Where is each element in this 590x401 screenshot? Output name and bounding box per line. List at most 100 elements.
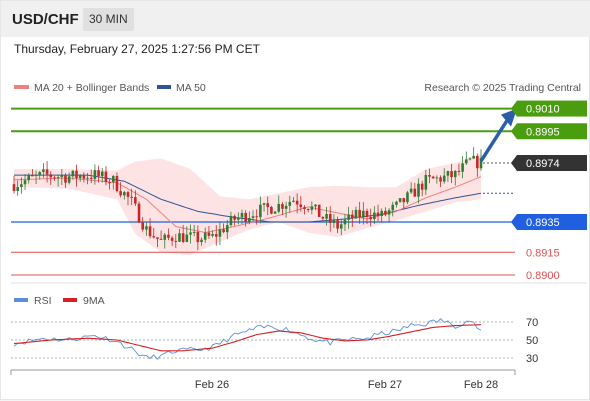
candle — [336, 220, 339, 229]
candle — [214, 234, 218, 237]
candle — [476, 155, 479, 169]
candle — [16, 186, 19, 191]
candle — [229, 215, 233, 226]
candle — [468, 158, 472, 160]
legend-swatch-ma20 — [14, 85, 29, 89]
candle — [262, 203, 266, 205]
candle — [450, 171, 453, 178]
candle — [97, 170, 100, 177]
candle — [343, 219, 347, 225]
candle — [251, 216, 255, 218]
candle — [380, 210, 384, 216]
level-value-label: 0.9010 — [526, 104, 560, 116]
ma20-line — [13, 176, 482, 234]
candle — [93, 170, 97, 179]
candle — [42, 169, 45, 173]
candle — [266, 203, 270, 208]
candle — [384, 210, 387, 215]
candle — [67, 176, 71, 183]
candle — [248, 217, 251, 222]
candle — [255, 216, 258, 218]
timeframe-button[interactable]: 30 MIN — [83, 8, 134, 31]
candle — [189, 232, 192, 235]
legend-swatch-ma50 — [157, 85, 171, 89]
candle — [71, 170, 75, 177]
candle — [218, 229, 222, 237]
candle — [20, 184, 23, 187]
candle — [273, 211, 277, 214]
candle — [420, 183, 424, 190]
candle — [347, 214, 350, 220]
bollinger-band-fill — [14, 153, 481, 256]
candle — [310, 206, 314, 210]
candle — [402, 198, 406, 203]
rsi-ma-line — [13, 324, 482, 352]
level-tag-pointer — [511, 214, 517, 231]
rsi-legend: RSI 9MA — [14, 295, 105, 307]
level-tag-pointer — [511, 123, 517, 140]
candle — [398, 198, 402, 202]
candle — [417, 183, 420, 197]
legend-rsi-label: RSI — [34, 295, 52, 307]
candle — [244, 212, 247, 222]
candle — [167, 234, 170, 238]
candle — [365, 210, 369, 217]
candle — [34, 174, 38, 176]
level-value-label: 0.8974 — [526, 158, 560, 170]
candle — [174, 240, 178, 242]
candle — [435, 177, 439, 179]
candle — [156, 237, 159, 239]
candle — [192, 231, 196, 233]
candle — [387, 210, 391, 215]
candle — [207, 232, 211, 236]
arrow-head-icon — [501, 108, 517, 127]
candle — [134, 197, 137, 204]
candle — [31, 175, 34, 177]
candle — [299, 204, 303, 208]
chart-header: USD/CHF 30 MIN — [1, 1, 590, 37]
candle — [119, 191, 122, 196]
candle — [75, 170, 78, 179]
candle — [362, 210, 365, 218]
candle — [413, 188, 417, 197]
level-tag-pivot — [517, 214, 587, 231]
candle — [123, 192, 126, 196]
candle — [170, 237, 174, 241]
level-tag-pointer — [511, 100, 517, 117]
candle — [358, 209, 361, 218]
candle — [237, 217, 240, 220]
candle — [163, 234, 167, 240]
level-value-label: 0.8900 — [526, 270, 560, 282]
candle — [288, 201, 292, 206]
level-value-label: 0.8995 — [526, 126, 560, 138]
main-legend: MA 20 + Bollinger Bands MA 50 Research ©… — [14, 82, 581, 94]
candle — [145, 226, 148, 230]
rsi-tick-label: 50 — [526, 335, 538, 347]
candle — [86, 177, 89, 179]
level-tag-pointer — [511, 155, 517, 172]
legend-swatch-rsi — [14, 298, 28, 302]
candle — [281, 203, 284, 209]
candle — [49, 174, 53, 178]
candle — [178, 233, 181, 242]
level-value-label: 0.8915 — [526, 247, 560, 259]
candle — [45, 169, 49, 175]
candle — [27, 175, 31, 181]
candle — [373, 212, 376, 220]
level-tag-resistance-target — [517, 100, 587, 117]
candle — [78, 175, 82, 179]
x-tick-label: Feb 28 — [464, 379, 498, 391]
candle — [185, 234, 189, 242]
projection-arrow — [479, 119, 509, 162]
candle — [376, 212, 380, 216]
candle — [339, 224, 343, 229]
candle — [369, 216, 372, 220]
candle — [259, 204, 262, 218]
candle — [428, 174, 431, 177]
level-tag-resistance-target — [517, 123, 587, 140]
candle — [446, 171, 450, 176]
candle — [295, 200, 299, 205]
candle — [104, 171, 108, 183]
